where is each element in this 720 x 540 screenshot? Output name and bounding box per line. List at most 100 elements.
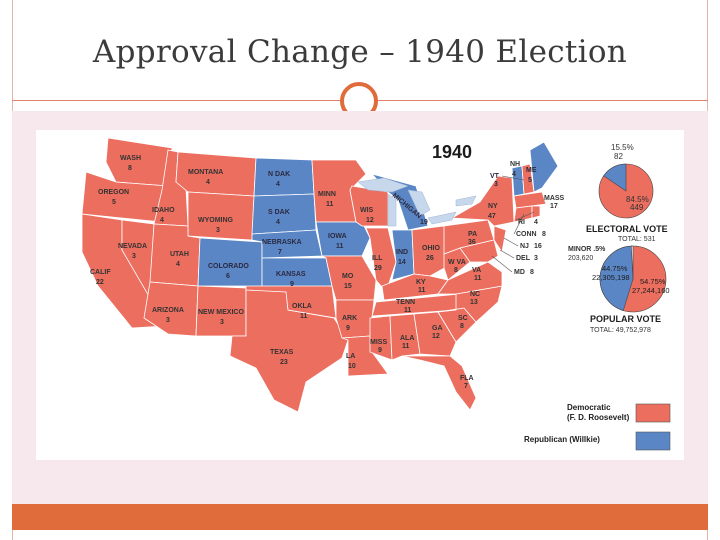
map-year-heading: 1940 (432, 142, 472, 162)
state-shape-colorado (197, 237, 263, 287)
state-ev-w-va: 8 (454, 267, 458, 274)
leader-lines (491, 175, 535, 273)
state-label-w-va: W VA (448, 259, 466, 266)
slide-title: Approval Change – 1940 Election (92, 34, 628, 70)
state-label-calif: CALIF (90, 269, 111, 276)
state-label-new-mexico: NEW MEXICO (198, 309, 244, 316)
lake-michigan (387, 193, 397, 227)
state-ev-sc: 8 (460, 323, 464, 330)
state-ev-la: 10 (348, 363, 356, 370)
state-shape-arizona (143, 281, 199, 337)
legend-rep-label: Republican (Willkie) (524, 435, 600, 444)
state-label-mo: MO (342, 273, 354, 280)
legend-dem-label: Democratic (567, 403, 611, 412)
election-map-figure: WASH 8 OREGON 5 CALIF 22 NEVADA 3 IDAHO … (36, 130, 684, 460)
state-ev-montana: 4 (206, 179, 210, 186)
popular-dem-votes: 27,244,160 (632, 286, 670, 295)
state-label-nebraska: NEBRASKA (262, 239, 302, 246)
popular-dem-pct: 54.75% (640, 277, 666, 286)
state-label-kansas: KANSAS (276, 271, 306, 278)
state-label-miss: MISS (370, 339, 387, 346)
state-label-nj: NJ (520, 243, 529, 250)
state-label-texas: TEXAS (270, 349, 294, 356)
state-ev-idaho: 4 (160, 217, 164, 224)
state-ev-arizona: 3 (166, 317, 170, 324)
state-ev-ill: 29 (374, 265, 382, 272)
state-label-ark: ARK (342, 315, 357, 322)
lake-superior (357, 177, 409, 193)
state-label-n-dak: N DAK (268, 171, 290, 178)
popular-pie-rep-slice (599, 245, 634, 311)
state-ev-nj: 16 (534, 243, 542, 250)
legend-dem-candidate: (F. D. Roosevelt) (567, 413, 630, 422)
state-ev-new-mexico: 3 (220, 319, 224, 326)
state-ev-utah: 4 (176, 261, 180, 268)
state-ev-vt: 3 (494, 181, 498, 188)
leader-line-ri (515, 211, 535, 221)
legend-dem-swatch (635, 403, 671, 423)
state-label-ri: RI (518, 219, 525, 226)
state-ev-ala: 11 (402, 343, 410, 350)
map-legend: Democratic (F. D. Roosevelt) Republican … (524, 403, 671, 451)
state-label-nc: NC (470, 291, 480, 298)
state-label-vt: VT (490, 173, 500, 180)
state-shape-miss (369, 315, 393, 361)
popular-vote-total: TOTAL: 49,752,978 (590, 327, 651, 334)
state-shape-mass (513, 191, 547, 209)
state-label-idaho: IDAHO (152, 207, 175, 214)
legend-rep-swatch (635, 431, 671, 451)
lake-huron (407, 189, 431, 217)
state-ev-conn: 8 (542, 231, 546, 238)
state-shapes (81, 137, 559, 413)
state-label-nh: NH (510, 161, 520, 168)
state-ev-va: 11 (474, 275, 482, 282)
electoral-pie-rep-slice (603, 163, 627, 192)
state-ev-ark: 9 (346, 325, 350, 332)
state-label-ala: ALA (400, 335, 414, 342)
state-label-iowa: IOWA (328, 233, 347, 240)
state-label-del: DEL (516, 255, 531, 262)
state-label-ohio: OHIO (422, 245, 440, 252)
state-shape-ind (391, 229, 415, 281)
state-shape-wyoming (187, 191, 255, 241)
state-ev-fla: 7 (464, 383, 468, 390)
state-ev-mo: 15 (344, 283, 352, 290)
leader-line-nj (503, 237, 519, 247)
state-label-nevada: NEVADA (118, 243, 147, 250)
state-ev-kansas: 9 (290, 281, 294, 288)
leader-line-md (491, 255, 513, 273)
popular-rep-votes: 22,305,198 (592, 273, 630, 282)
lake-erie (427, 211, 457, 225)
state-shape-nj (493, 225, 507, 254)
leader-line-vt (501, 175, 525, 181)
state-label-arizona: ARIZONA (152, 307, 184, 314)
state-shape-ny (450, 175, 515, 227)
electoral-vote-chart: 15.5% 82 84.5% 449 ELECTORAL VOTE TOTAL:… (586, 143, 668, 243)
state-ev-s-dak: 4 (276, 219, 280, 226)
great-lakes (357, 177, 477, 227)
election-map-svg: WASH 8 OREGON 5 CALIF 22 NEVADA 3 IDAHO … (81, 137, 671, 451)
state-label-wis: WIS (360, 207, 374, 214)
leader-line-del (499, 249, 515, 259)
state-label-pa: PA (468, 231, 477, 238)
state-label-fla: FLA (460, 375, 474, 382)
state-label-me: ME (526, 167, 537, 174)
state-label-va: VA (472, 267, 481, 274)
electoral-vote-title: ELECTORAL VOTE (586, 224, 668, 234)
state-label-ind: IND (396, 249, 408, 256)
popular-minor-votes: 203,620 (568, 255, 593, 262)
state-shape-md (459, 239, 499, 263)
state-label-ny: NY (488, 203, 498, 210)
state-shape-ri (531, 205, 541, 219)
state-ev-nevada: 3 (132, 253, 136, 260)
electoral-dem-votes: 449 (630, 203, 644, 212)
state-shape-ala (389, 313, 421, 361)
state-ev-n-dak: 4 (276, 181, 280, 188)
state-ev-tenn: 11 (404, 307, 412, 314)
popular-minor-label: MINOR .5% (568, 246, 606, 253)
footer-accent-bar (12, 504, 708, 530)
popular-vote-chart: MINOR .5% 203,620 44.75% 22,305,198 54.7… (568, 245, 670, 334)
state-ev-okla: 11 (300, 313, 308, 320)
state-ev-wash: 8 (128, 165, 132, 172)
state-label-oregon: OREGON (98, 189, 129, 196)
